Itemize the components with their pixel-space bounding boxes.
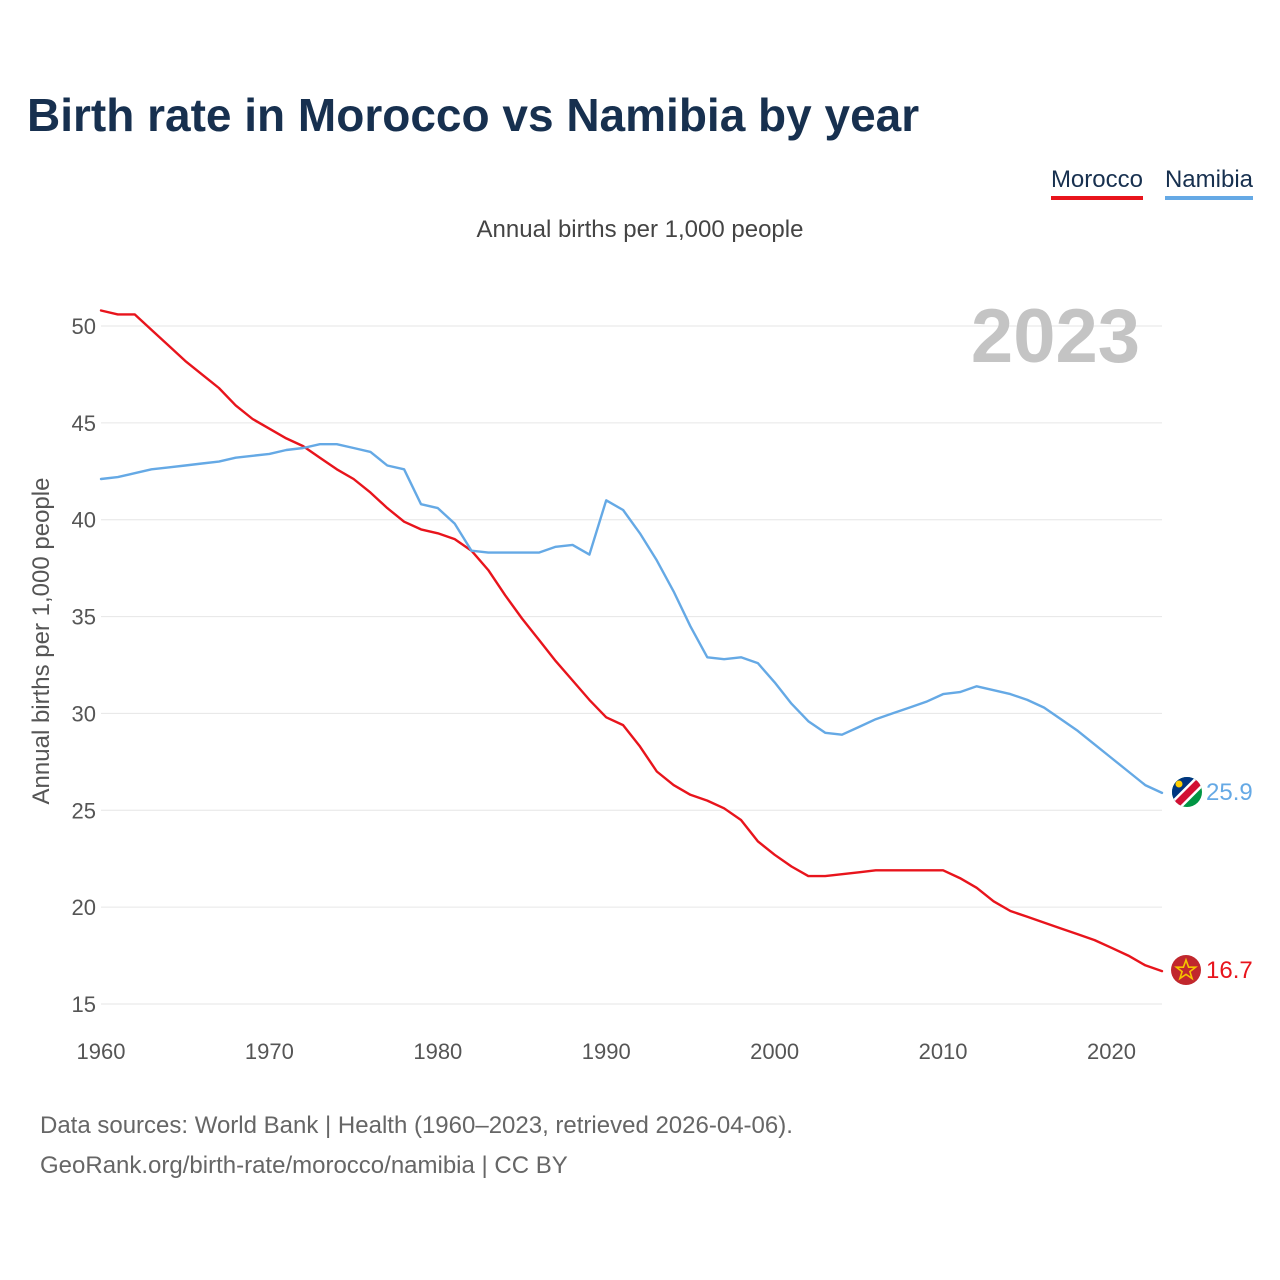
x-tick-label-1980: 1980: [413, 1039, 462, 1064]
series-line-morocco[interactable]: [99, 309, 1164, 973]
y-tick-label-30: 30: [72, 701, 96, 726]
chart-title: Birth rate in Morocco vs Namibia by year: [27, 89, 920, 141]
series-lines: [99, 309, 1164, 973]
y-tick-label-40: 40: [72, 508, 96, 533]
y-tick-label-45: 45: [72, 411, 96, 436]
x-tick-label-1990: 1990: [582, 1039, 631, 1064]
y-tick-labels: 15 20 25 30 35 40 45 50: [72, 314, 96, 1017]
year-badge: 2023: [971, 294, 1140, 379]
legend-item-morocco[interactable]: Morocco: [1050, 166, 1143, 200]
x-tick-label-2000: 2000: [750, 1039, 799, 1064]
y-tick-label-35: 35: [72, 605, 96, 630]
end-label-morocco: 16.7: [1206, 957, 1253, 984]
x-tick-label-2010: 2010: [919, 1039, 968, 1064]
y-tick-label-15: 15: [72, 992, 96, 1017]
namibia-flag-icon: [1172, 777, 1202, 807]
footer: Data sources: World Bank | Health (1960–…: [40, 1106, 793, 1186]
end-label-namibia: 25.9: [1206, 779, 1253, 806]
x-tick-labels: 1960 1970 1980 1990 2000 2010 2020: [77, 1039, 1136, 1064]
x-tick-label-1960: 1960: [77, 1039, 126, 1064]
legend: Morocco Namibia: [1050, 166, 1253, 200]
y-tick-label-50: 50: [72, 314, 96, 339]
x-tick-label-2020: 2020: [1087, 1039, 1136, 1064]
x-tick-label-1970: 1970: [245, 1039, 294, 1064]
morocco-flag-icon: [1171, 955, 1201, 985]
legend-item-namibia[interactable]: Namibia: [1164, 166, 1253, 200]
end-markers: [1171, 777, 1202, 985]
y-tick-label-20: 20: [72, 895, 96, 920]
gridlines: [101, 325, 1162, 1005]
footer-source: Data sources: World Bank | Health (1960–…: [40, 1112, 793, 1139]
footer-link[interactable]: GeoRank.org/birth-rate/morocco/namibia |…: [40, 1152, 568, 1179]
y-tick-label-25: 25: [72, 798, 96, 823]
chart-subtitle: Annual births per 1,000 people: [476, 216, 804, 243]
series-line-namibia[interactable]: [99, 443, 1164, 795]
